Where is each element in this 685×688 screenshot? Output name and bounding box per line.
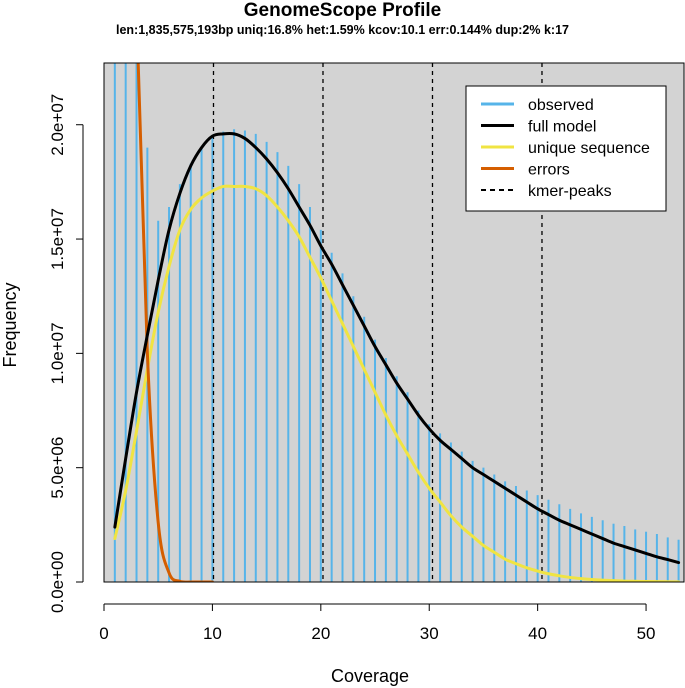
y-axis-label: Frequency — [0, 282, 20, 367]
x-tick-label: 0 — [99, 624, 108, 643]
y-tick-label: 0.0e+00 — [48, 551, 67, 613]
x-axis-label: Coverage — [331, 666, 409, 686]
y-tick-label: 2.0e+07 — [48, 94, 67, 156]
chart-title: GenomeScope Profile — [243, 0, 442, 21]
x-tick-label: 20 — [311, 624, 330, 643]
model-curves — [113, 63, 681, 582]
x-tick-label: 10 — [203, 624, 222, 643]
legend-label: kmer-peaks — [528, 183, 612, 200]
unique-sequence-curve — [113, 184, 681, 582]
x-tick-label: 40 — [528, 624, 547, 643]
plot-frame — [103, 62, 685, 583]
legend-label: full model — [528, 119, 596, 136]
x-tick-label: 50 — [637, 624, 656, 643]
y-tick-label: 1.0e+07 — [48, 322, 67, 384]
legend-label: unique sequence — [528, 140, 650, 157]
errors-curve — [136, 63, 214, 582]
y-tick-label: 5.0e+06 — [48, 437, 67, 499]
full-model-curve — [113, 131, 681, 565]
chart-subtitle: len:1,835,575,193bp uniq:16.8% het:1.59%… — [116, 23, 569, 37]
kmer-peak-lines — [104, 63, 684, 582]
x-tick-label: 30 — [420, 624, 439, 643]
legend-label: errors — [528, 162, 570, 179]
legend-label: observed — [528, 97, 594, 114]
y-tick-label: 1.5e+07 — [48, 208, 67, 270]
observed-bars — [113, 63, 680, 582]
legend: observed full model unique sequence errors k… — [465, 85, 667, 212]
axes: 0 10 20 30 40 50 0.0e+00 5.0e+06 1.0e+07 1.5e+07 2… — [48, 62, 685, 643]
